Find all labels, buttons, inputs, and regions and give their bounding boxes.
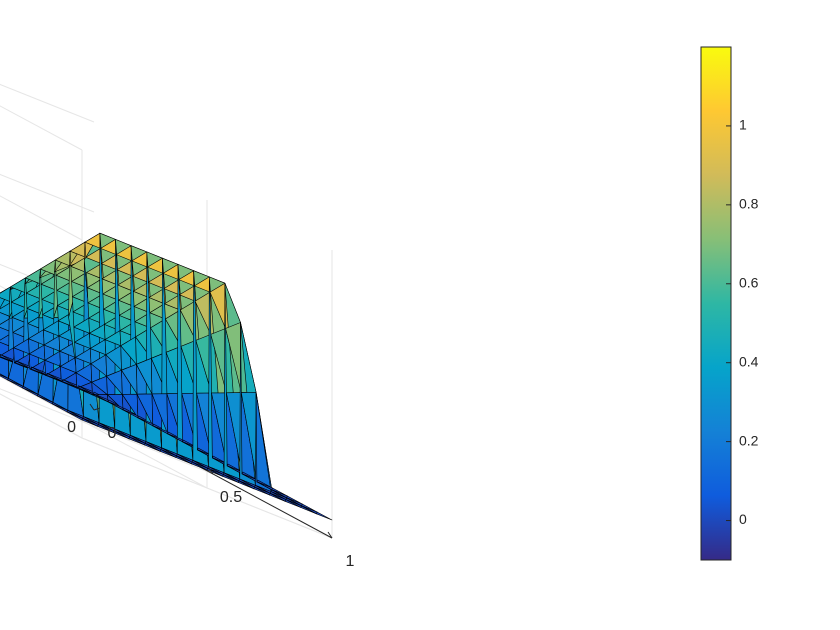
colorbar-ticks: 0 0.2 0.4 0.6 0.8 1 [726,117,759,527]
colorbar-tick-label: 0.8 [739,196,759,212]
colorbar-tick-label: 0.4 [739,353,759,369]
colorbar-tick-label: 0.6 [739,274,759,290]
y-tick-label: 0 [67,419,76,436]
mesh-face [301,505,318,515]
colorbar-tick-label: 1 [739,117,747,133]
colorbar-gradient [700,46,732,561]
grid-line [0,195,83,241]
x-tick-mark [89,403,95,411]
x-tick-mark [208,467,214,475]
mesh-face [316,511,333,521]
grid-line [0,173,95,213]
surface-mesh [0,232,333,521]
grid-line [0,376,208,489]
x-tick-label: 0.5 [220,489,242,506]
colorbar-tick-label: 0 [739,511,747,527]
grid-line [0,105,83,151]
colorbar: 0 0.2 0.4 0.6 0.8 1 [700,46,759,561]
colorbar-tick-label: 0.2 [739,432,759,448]
y-tick-mark [93,407,101,411]
x-tick-label: 0 [108,425,117,442]
grid-line [0,83,95,123]
x-tick-label: 1 [346,553,355,570]
grid-line [0,393,83,439]
x-tick-mark [327,531,333,539]
